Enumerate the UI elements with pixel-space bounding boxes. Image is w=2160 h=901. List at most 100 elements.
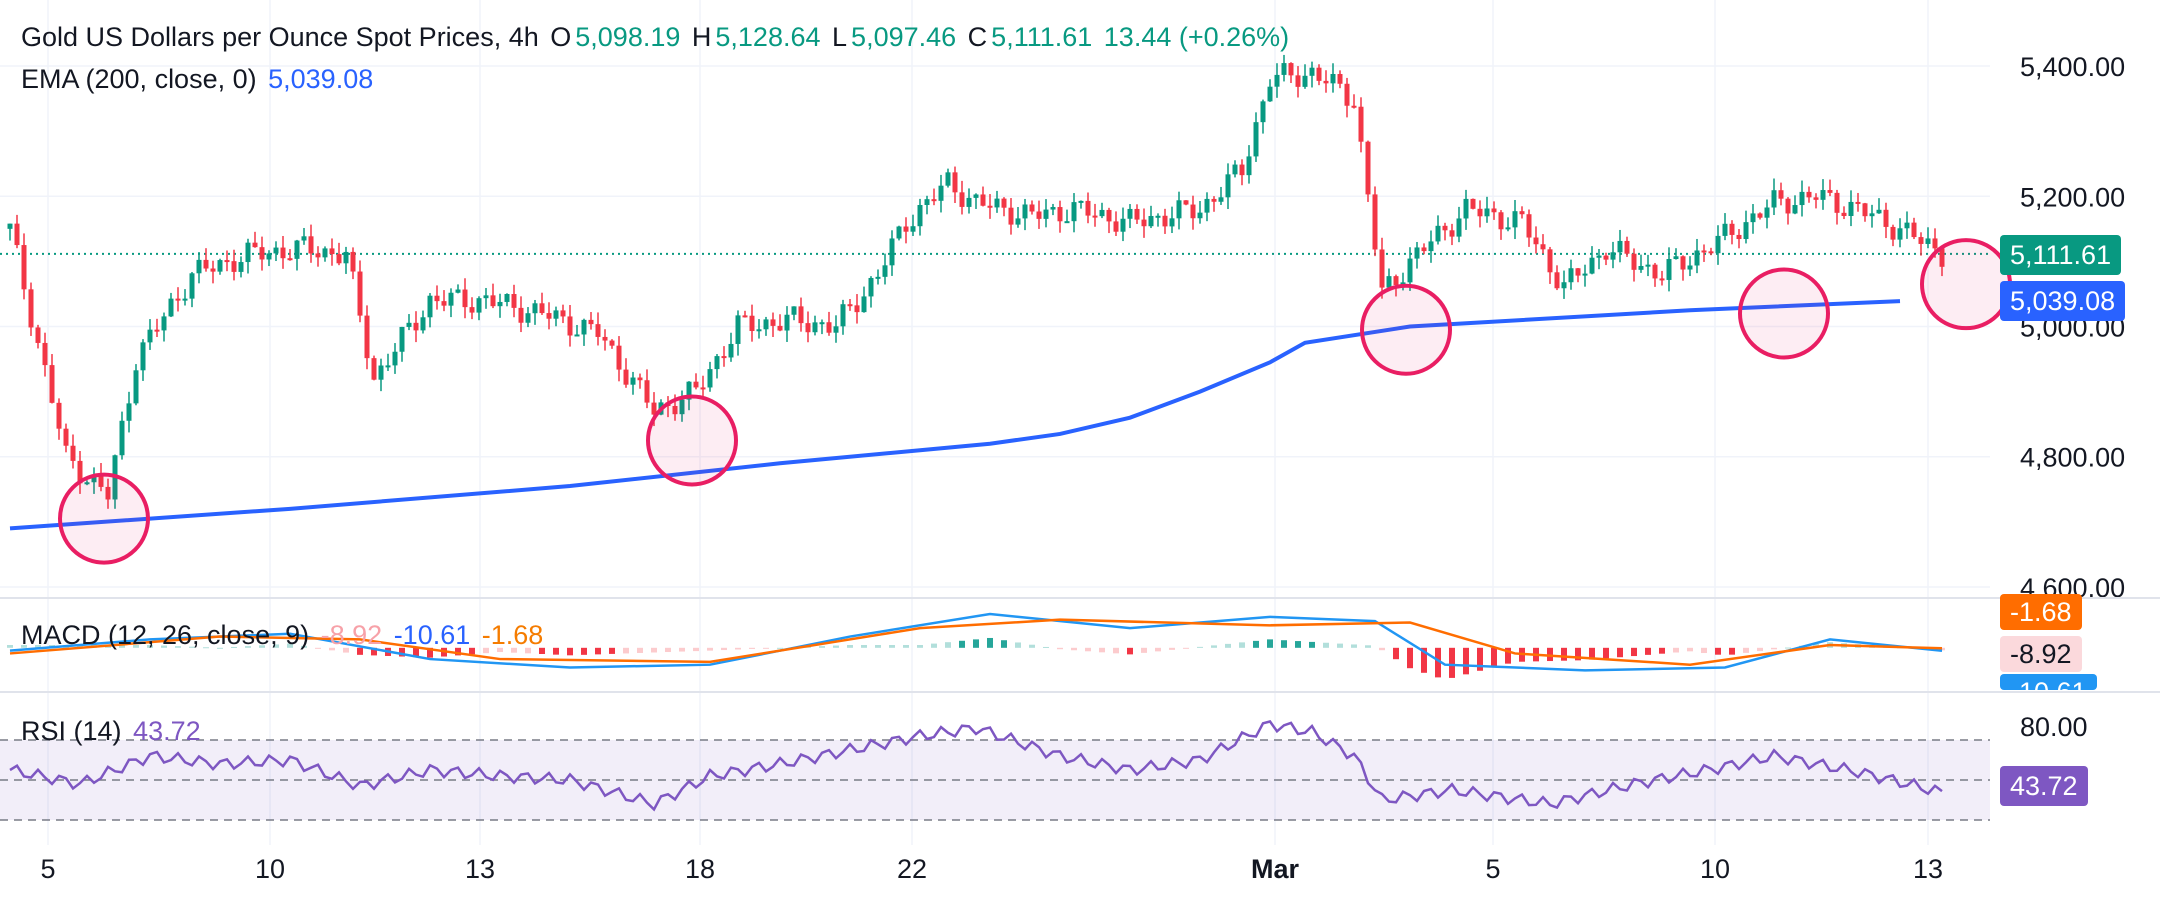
macd-hist-bar (875, 645, 881, 648)
macd-hist-bar (1673, 647, 1679, 653)
macd-hist-bar (217, 647, 223, 649)
candle-down (462, 289, 468, 308)
candle-down (280, 247, 286, 259)
candle-up (1246, 156, 1252, 176)
candle-down (1057, 207, 1063, 222)
macd-hist-bar (553, 647, 559, 655)
candle-up (322, 248, 328, 258)
candle-up (553, 310, 559, 319)
macd-hist-bar (301, 645, 307, 648)
candle-up (1771, 190, 1777, 208)
candle-down (1939, 248, 1945, 267)
candle-up (1260, 101, 1266, 123)
macd-hist-bar (623, 647, 629, 654)
candle-down (336, 254, 342, 264)
candle-up (161, 316, 167, 331)
candle-down (1519, 211, 1525, 215)
candle-down (49, 365, 55, 403)
candle-up (378, 365, 384, 380)
rsi-legend-value: 43.72 (133, 716, 201, 746)
macd-hist-bar (1197, 646, 1203, 648)
candle-up (483, 295, 489, 299)
candle-down (903, 226, 909, 232)
candle-up (994, 198, 1000, 208)
rsi-layer (0, 720, 1990, 821)
macd-hist-bar (1463, 647, 1469, 675)
macd-hist-bar (1659, 647, 1665, 654)
candle-down (644, 380, 650, 403)
macd-hist-bar (1323, 642, 1329, 648)
macd-hist-bar (749, 647, 755, 649)
high-value: 5,128.64 (715, 22, 821, 52)
macd-hist-bar (511, 647, 517, 653)
candle-down (1239, 164, 1245, 176)
candle-down (693, 381, 699, 388)
candle-up (1673, 256, 1679, 260)
macd-hist-bar (203, 647, 209, 649)
candle-down (1652, 264, 1658, 279)
candle-up (119, 420, 125, 456)
macd-hist-bar (343, 647, 349, 653)
candle-up (1155, 215, 1161, 218)
candle-down (1659, 278, 1665, 281)
candle-up (1505, 227, 1511, 230)
candle-down (1883, 209, 1889, 227)
candle-down (1183, 200, 1189, 205)
open-value: 5,098.19 (575, 22, 681, 52)
candle-down (105, 486, 111, 500)
macd-hist-bar (1239, 642, 1245, 648)
candle-down (1358, 106, 1364, 142)
candle-up (427, 295, 433, 318)
candle-up (1428, 241, 1434, 252)
candle-up (525, 313, 531, 323)
candle-down (546, 313, 552, 319)
candle-down (63, 428, 69, 446)
candle-up (1645, 264, 1651, 267)
candle-down (434, 295, 440, 302)
macd-hist-bar (1393, 647, 1399, 660)
candle-up (1764, 207, 1770, 218)
macd-hist-bar (175, 646, 181, 648)
grid-lines (0, 0, 1990, 845)
support-touch-circle (1920, 238, 2012, 331)
macd-hist-bar (427, 647, 433, 658)
macd-hist-pill: -8.92 (2000, 636, 2082, 672)
macd-hist-bar (287, 643, 293, 648)
candle-up (1225, 174, 1231, 198)
candle-down (35, 327, 41, 343)
macd-hist-bar (889, 645, 895, 648)
candle-up (812, 322, 818, 333)
x-tick-label: 18 (685, 854, 715, 884)
macd-hist-bar (1141, 647, 1147, 653)
candle-down (987, 205, 993, 208)
candle-down (1631, 253, 1637, 270)
candle-down (1337, 74, 1343, 84)
candle-up (679, 399, 685, 415)
candle-up (532, 303, 538, 314)
candle-down (1834, 192, 1840, 213)
candle-up (273, 247, 279, 254)
candle-down (1351, 105, 1357, 108)
macd-hist-bar (1617, 647, 1623, 658)
macd-hist-bar (903, 645, 909, 648)
candle-up (7, 223, 13, 229)
macd-hist-bar (147, 645, 153, 648)
candle-down (1295, 75, 1301, 87)
support-touch-circle (646, 394, 738, 487)
high-label: H (691, 22, 712, 52)
macd-hist-bar (1015, 642, 1021, 648)
candle-up (196, 259, 202, 274)
macd-hist-bar (721, 647, 727, 651)
candle-up (1015, 218, 1021, 225)
candle-down (1141, 219, 1147, 227)
candle-down (441, 301, 447, 306)
macd-hist-bar (1295, 641, 1301, 648)
candle-up (1792, 205, 1798, 214)
macd-hist-bar (1169, 647, 1175, 650)
candle-down (567, 316, 573, 336)
candle-up (140, 342, 146, 371)
macd-hist-bar (1281, 640, 1287, 648)
candle-up (1512, 211, 1518, 228)
candle-up (133, 370, 139, 404)
